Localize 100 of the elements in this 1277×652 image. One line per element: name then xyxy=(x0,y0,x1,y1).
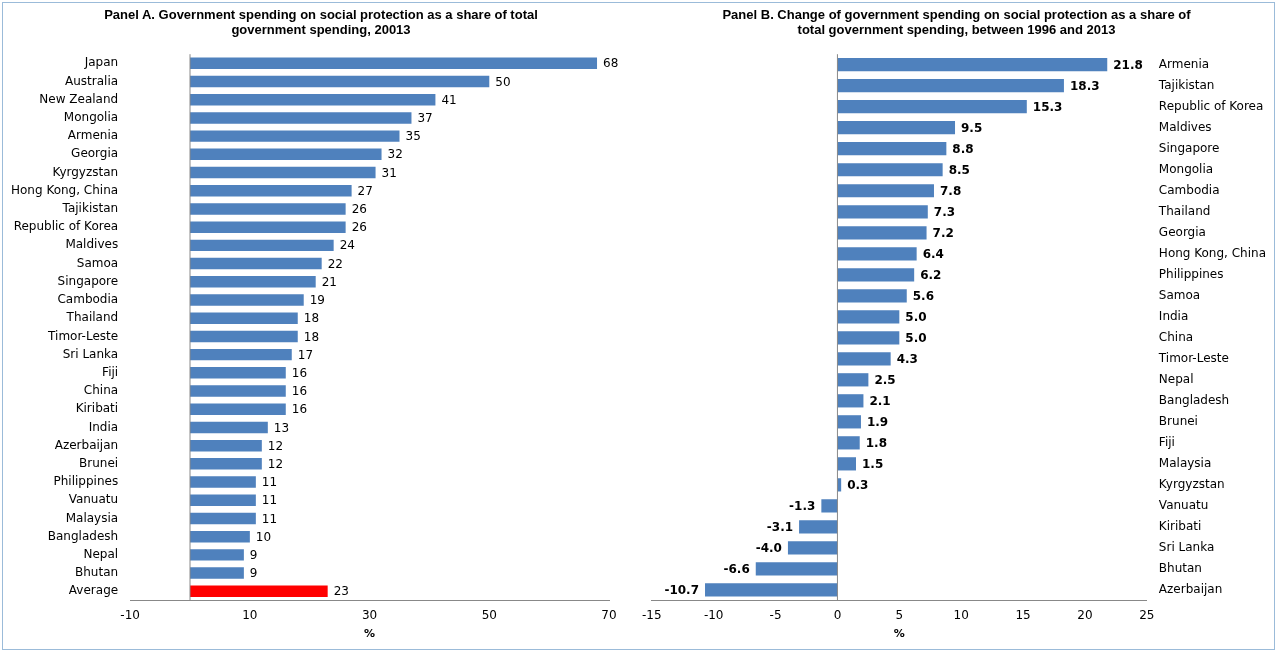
y-tick-label: Samoa xyxy=(76,255,119,270)
data-label: 18 xyxy=(303,329,320,344)
bar xyxy=(705,583,838,597)
bar xyxy=(837,310,900,324)
data-label: 1.8 xyxy=(865,435,887,450)
y-tick-label: Armenia xyxy=(1158,56,1210,71)
x-axis-title: % xyxy=(893,627,905,641)
bar xyxy=(190,439,262,452)
data-label: 6.2 xyxy=(920,267,942,282)
bar xyxy=(821,499,838,513)
y-tick-label: Kiribati xyxy=(75,401,119,416)
y-tick-label: Kyrgyzstan xyxy=(1158,476,1225,491)
bar xyxy=(190,421,268,434)
y-tick-label: Australia xyxy=(65,73,119,88)
data-label: 16 xyxy=(291,365,308,380)
y-tick-label: Japan xyxy=(83,55,119,70)
chart-title: Panel A. Government spending on social protection as a share of total government spending, 20013 xyxy=(103,6,539,39)
y-tick-label: Thailand xyxy=(65,310,119,325)
y-tick-label: Nepal xyxy=(1158,371,1194,386)
y-tick-label: Brunei xyxy=(79,455,119,470)
y-tick-label: Bangladesh xyxy=(1158,392,1230,407)
data-label: 1.5 xyxy=(862,456,884,471)
bar xyxy=(837,457,857,471)
y-tick-label: Kiribati xyxy=(1158,519,1202,533)
x-tick-label: 10 xyxy=(953,607,969,622)
bar xyxy=(190,512,256,525)
bar xyxy=(190,385,286,397)
x-tick-label: 70 xyxy=(601,607,617,622)
data-label: 17 xyxy=(297,347,314,362)
bar xyxy=(190,276,316,288)
y-tick-label: Brunei xyxy=(1158,413,1198,428)
bar xyxy=(190,203,346,215)
data-label: 16 xyxy=(291,402,308,417)
data-label: 1.9 xyxy=(866,414,889,429)
bar xyxy=(837,58,1108,72)
data-label: 32 xyxy=(387,147,403,162)
data-label: 5.0 xyxy=(905,309,927,324)
y-tick-label: Cambodia xyxy=(57,292,119,307)
bar xyxy=(190,476,256,488)
y-tick-label: Georgia xyxy=(71,146,119,161)
y-tick-label: Bangladesh xyxy=(47,528,119,543)
y-tick-label: Georgia xyxy=(1158,224,1206,239)
bar xyxy=(190,148,382,161)
bar xyxy=(787,541,838,555)
y-tick-label: Philippines xyxy=(53,474,119,489)
y-tick-label: Maldives xyxy=(65,237,119,252)
bar xyxy=(755,562,838,576)
y-tick-label: Mongolia xyxy=(1158,161,1214,176)
bar xyxy=(190,312,298,324)
data-label: 35 xyxy=(405,129,421,144)
data-label: -4.0 xyxy=(755,541,782,556)
x-tick-label: 0 xyxy=(833,607,842,622)
data-label: 9 xyxy=(249,548,258,563)
data-label: 8.8 xyxy=(952,141,974,156)
y-tick-label: Cambodia xyxy=(1158,182,1220,197)
bar xyxy=(837,331,900,345)
x-axis-title: % xyxy=(364,627,376,641)
y-tick-label: India xyxy=(1158,308,1189,323)
data-label: 24 xyxy=(339,238,355,253)
data-label: 37 xyxy=(417,111,433,126)
bar xyxy=(190,458,262,470)
y-tick-label: Bhutan xyxy=(1158,561,1202,576)
y-tick-label: Average xyxy=(68,583,119,598)
data-label: 21.8 xyxy=(1113,57,1143,72)
y-tick-label: Republic of Korea xyxy=(1158,98,1264,113)
y-tick-label: Timor-Leste xyxy=(47,328,119,343)
data-label: 5.0 xyxy=(905,330,927,345)
data-label: 21 xyxy=(321,274,337,289)
data-label: 7.3 xyxy=(933,204,956,219)
bar xyxy=(190,330,298,343)
y-tick-label: Fiji xyxy=(1158,434,1175,449)
data-label: 15.3 xyxy=(1032,99,1063,114)
data-label: 11 xyxy=(261,511,278,526)
y-tick-label: Hong Kong, China xyxy=(1158,245,1267,260)
bar xyxy=(190,348,292,361)
bar xyxy=(190,130,400,142)
y-tick-label: Vanuatu xyxy=(68,492,119,507)
data-label: 7.8 xyxy=(939,183,962,198)
y-tick-label: Fiji xyxy=(102,364,119,379)
data-label: 10 xyxy=(255,529,272,544)
data-label: 27 xyxy=(357,183,373,198)
bar xyxy=(190,367,286,379)
y-tick-label: New Zealand xyxy=(39,91,119,106)
y-tick-label: Timor-Leste xyxy=(1157,350,1229,365)
data-label: 12 xyxy=(267,456,284,471)
y-tick-label: Mongolia xyxy=(63,110,119,125)
bar xyxy=(190,166,376,179)
y-tick-label: Maldives xyxy=(1158,119,1212,134)
data-label: 6.4 xyxy=(922,246,944,261)
chart-title: Panel B. Change of government spending on social protection as a share of total government spending, between 1996 and 2013 xyxy=(721,6,1192,39)
bar xyxy=(837,100,1027,114)
y-tick-label: Sri Lanka xyxy=(1158,540,1215,555)
data-label: 7.2 xyxy=(932,225,954,240)
x-tick-label: -10 xyxy=(120,607,140,622)
data-label: 41 xyxy=(441,92,457,107)
bar xyxy=(190,75,490,88)
y-tick-label: Sri Lanka xyxy=(62,346,119,361)
data-label: 9 xyxy=(249,566,258,581)
x-tick-label: 20 xyxy=(1077,607,1093,622)
y-tick-label: Azerbaijan xyxy=(1158,582,1223,597)
